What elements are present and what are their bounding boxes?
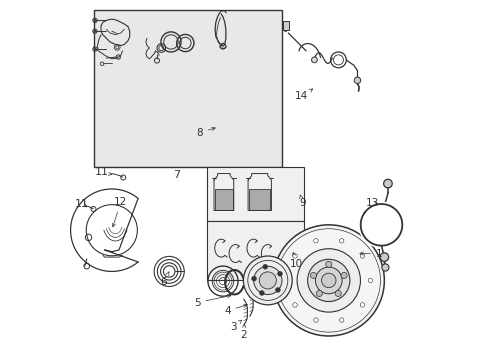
Bar [215, 189, 232, 211]
Circle shape [313, 239, 318, 243]
Circle shape [321, 273, 335, 288]
Circle shape [259, 291, 264, 296]
Text: 13: 13 [366, 198, 379, 208]
Text: 10: 10 [289, 252, 303, 269]
Circle shape [311, 57, 317, 63]
Circle shape [379, 253, 388, 261]
Circle shape [316, 291, 322, 297]
Circle shape [285, 278, 289, 283]
Circle shape [297, 249, 360, 312]
Text: 9: 9 [299, 195, 305, 208]
Circle shape [94, 30, 96, 32]
Circle shape [360, 254, 364, 258]
Circle shape [253, 266, 282, 294]
Circle shape [94, 19, 96, 22]
Circle shape [339, 318, 343, 322]
Text: 11: 11 [75, 199, 88, 210]
Circle shape [251, 276, 256, 281]
Circle shape [292, 303, 297, 307]
Bar [249, 189, 270, 211]
Bar [206, 167, 303, 221]
Circle shape [310, 273, 316, 279]
Text: 7: 7 [172, 170, 180, 180]
Circle shape [334, 291, 341, 297]
Circle shape [353, 77, 360, 84]
Circle shape [325, 261, 331, 267]
Circle shape [339, 239, 343, 243]
Text: 6: 6 [160, 272, 169, 287]
Circle shape [262, 264, 267, 269]
Circle shape [275, 288, 280, 292]
Circle shape [277, 271, 282, 276]
Circle shape [259, 272, 276, 289]
Circle shape [292, 254, 297, 258]
Circle shape [340, 273, 346, 279]
Circle shape [313, 318, 318, 322]
Text: 11: 11 [95, 167, 109, 177]
Text: 4: 4 [224, 304, 247, 316]
Bar [283, 22, 288, 30]
Circle shape [307, 259, 349, 302]
Circle shape [381, 264, 388, 271]
Bar [206, 221, 303, 280]
Circle shape [360, 303, 364, 307]
Bar [94, 10, 282, 167]
Circle shape [94, 48, 96, 50]
Circle shape [273, 225, 384, 336]
Text: 8: 8 [196, 127, 215, 138]
Text: 2: 2 [240, 324, 246, 340]
Text: 12: 12 [112, 197, 127, 227]
Circle shape [315, 267, 342, 294]
Text: 1: 1 [359, 248, 382, 258]
Text: 3: 3 [229, 320, 241, 332]
Circle shape [367, 278, 372, 283]
Circle shape [243, 256, 292, 305]
Text: 14: 14 [295, 89, 312, 101]
Circle shape [383, 179, 391, 188]
Text: 5: 5 [193, 294, 230, 308]
